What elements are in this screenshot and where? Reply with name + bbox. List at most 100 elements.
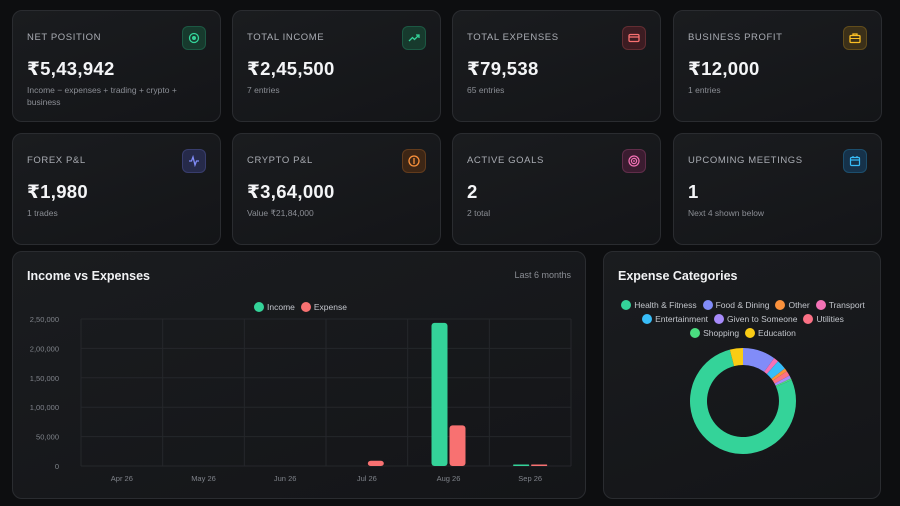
donut-legend: Health & Fitness Food & Dining Other Transp… (618, 300, 868, 338)
stat-card-total-expenses[interactable]: TOTAL EXPENSES ₹79,538 65 entries (452, 10, 661, 122)
donut-slice-transport[interactable] (764, 358, 779, 374)
donut-slice-given-to-someone[interactable] (774, 375, 791, 386)
legend-label: Utilities (816, 314, 844, 324)
stat-subtext: 1 trades (27, 208, 58, 218)
stat-value: ₹12,000 (688, 58, 760, 79)
stat-card-forex-p-l[interactable]: FOREX P&L ₹1,980 1 trades (12, 133, 221, 245)
income-expenses-panel: Income vs Expenses Last 6 months Income … (12, 251, 586, 499)
legend-education[interactable]: Education (745, 328, 796, 338)
donut-slice-education[interactable] (729, 348, 743, 367)
legend-swatch (714, 314, 725, 324)
period-label: Last 6 months (514, 270, 571, 280)
expense-donut-chart (690, 348, 796, 454)
legend-income[interactable]: Income (254, 302, 295, 312)
legend-food-dining[interactable]: Food & Dining (702, 300, 770, 310)
bar-income-aug-26[interactable] (431, 322, 448, 466)
stat-value: ₹2,45,500 (247, 58, 335, 79)
donut-slice-health-fitness[interactable] (690, 349, 796, 454)
stat-label: NET POSITION (27, 32, 102, 43)
donut-slice-entertainment[interactable] (766, 361, 785, 379)
income-expenses-bar-chart: 0 50,000 1,00,000 1,50,000 2,00,000 2,50,000 A… (30, 315, 572, 483)
stat-card-total-income[interactable]: TOTAL INCOME ₹2,45,500 7 entries (232, 10, 441, 122)
legend-swatch (690, 328, 701, 338)
legend-label: Education (758, 328, 796, 338)
y-tick-label: 1,50,000 (30, 374, 59, 383)
legend-label: Food & Dining (715, 300, 770, 310)
legend-other[interactable]: Other (775, 300, 810, 310)
bar-expense-aug-26[interactable] (449, 425, 466, 466)
legend-entertainment[interactable]: Entertainment (642, 314, 708, 324)
goal-icon (622, 149, 646, 173)
trend-up-icon (402, 26, 426, 50)
stat-label: TOTAL INCOME (247, 32, 325, 43)
income-expenses-title: Income vs Expenses (27, 269, 150, 283)
bar-expense-sep-26[interactable] (531, 464, 548, 467)
y-tick-label: 1,00,000 (30, 403, 59, 412)
y-tick-label: 0 (55, 462, 59, 471)
legend-income-label: Income (267, 302, 295, 312)
stat-card-net-position[interactable]: NET POSITION ₹5,43,942 Income − expenses +… (12, 10, 221, 122)
legend-label: Given to Someone (727, 314, 798, 324)
stat-subtext: 7 entries (247, 85, 280, 95)
legend-swatch (642, 314, 653, 324)
legend-transport[interactable]: Transport (815, 300, 865, 310)
legend-label: Health & Fitness (634, 300, 697, 310)
x-tick-label: Jul 26 (357, 474, 377, 483)
legend-label: Other (788, 300, 810, 310)
stat-value: ₹5,43,942 (27, 58, 115, 79)
donut-slice-food-dining[interactable] (743, 348, 775, 372)
legend-shopping[interactable]: Shopping (690, 328, 739, 338)
credit-card-icon (622, 26, 646, 50)
stat-subtext: 1 entries (688, 85, 721, 95)
stat-subtext: Income − expenses + trading + crypto + b… (27, 85, 177, 107)
briefcase-icon (843, 26, 867, 50)
legend-expense-swatch (300, 302, 311, 312)
legend-label: Shopping (703, 328, 740, 338)
bar-expense-jul-26[interactable] (367, 460, 384, 466)
legend-expense-label: Expense (313, 302, 347, 312)
donut-slice-shopping[interactable] (775, 378, 792, 387)
y-tick-label: 50,000 (36, 433, 59, 442)
donut-slice-other[interactable] (771, 368, 787, 381)
stat-card-upcoming-meetings[interactable]: UPCOMING MEETINGS 1 Next 4 shown below (673, 133, 882, 245)
x-tick-label: Aug 26 (437, 474, 461, 483)
stat-card-business-profit[interactable]: BUSINESS PROFIT ₹12,000 1 entries (673, 10, 882, 122)
stat-label: UPCOMING MEETINGS (688, 155, 803, 166)
stat-value: ₹79,538 (467, 58, 539, 79)
expense-categories-panel: Expense Categories Health & Fitness Food … (603, 251, 881, 499)
legend-swatch (775, 300, 786, 310)
stat-label: CRYPTO P&L (247, 155, 313, 166)
legend-expense[interactable]: Expense (300, 302, 347, 312)
bar-income-sep-26[interactable] (513, 464, 530, 467)
x-tick-label: Sep 26 (518, 474, 542, 483)
legend-swatch (621, 300, 632, 310)
stat-subtext: Value ₹21,84,000 (247, 208, 314, 218)
legend-label: Transport (828, 300, 865, 310)
stat-subtext: 65 entries (467, 85, 505, 95)
bar-chart-legend: Income Expense (254, 302, 353, 312)
stat-card-crypto-p-l[interactable]: CRYPTO P&L ₹3,64,000 Value ₹21,84,000 (232, 133, 441, 245)
stat-label: BUSINESS PROFIT (688, 32, 783, 43)
legend-health-fitness[interactable]: Health & Fitness (621, 300, 697, 310)
stat-label: ACTIVE GOALS (467, 155, 544, 166)
target-icon (182, 26, 206, 50)
stat-label: TOTAL EXPENSES (467, 32, 559, 43)
coin-icon (402, 149, 426, 173)
legend-income-swatch (254, 302, 264, 312)
y-tick-label: 2,00,000 (30, 344, 59, 353)
x-tick-label: Jun 26 (274, 474, 297, 483)
legend-utilities[interactable]: Utilities (803, 314, 844, 324)
y-tick-label: 2,50,000 (30, 315, 59, 324)
stat-subtext: 2 total (467, 208, 491, 218)
stat-value: ₹3,64,000 (247, 181, 335, 202)
x-tick-label: May 26 (191, 474, 216, 483)
pulse-icon (182, 149, 206, 173)
stat-value: ₹1,980 (27, 181, 88, 202)
legend-given-to-someone[interactable]: Given to Someone (714, 314, 797, 324)
legend-swatch (803, 314, 814, 324)
legend-label: Entertainment (655, 314, 709, 324)
stat-value: 2 (467, 181, 478, 202)
stat-card-active-goals[interactable]: ACTIVE GOALS 2 2 total (452, 133, 661, 245)
donut-slice-utilities[interactable] (772, 371, 790, 384)
stat-value: 1 (688, 181, 699, 202)
